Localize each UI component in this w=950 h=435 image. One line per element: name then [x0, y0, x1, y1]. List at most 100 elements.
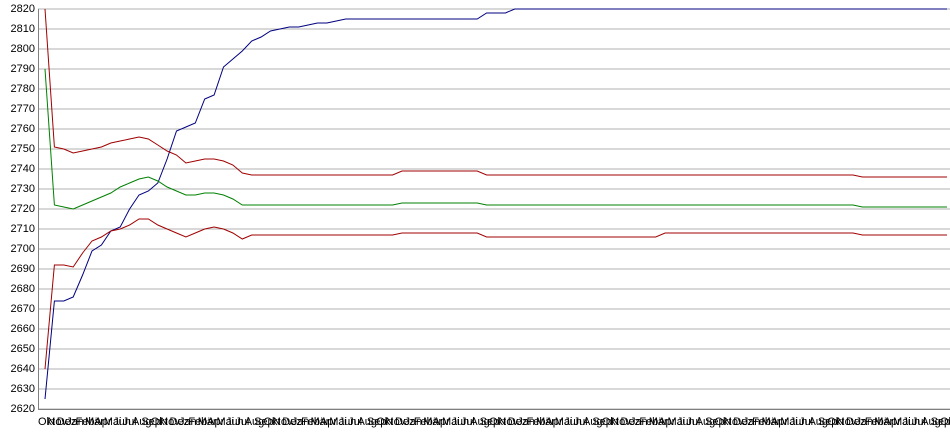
x-tick-label: Okt — [264, 416, 281, 428]
x-tick-label: Aug — [245, 416, 265, 428]
x-tick-label: Mai — [555, 416, 573, 428]
x-tick-label: Dez — [170, 416, 190, 428]
x-tick-label: Apr — [658, 416, 675, 428]
x-tick-label: Dez — [57, 416, 77, 428]
x-tick-label: Mär — [649, 416, 668, 428]
y-tick-label: 2750 — [11, 143, 35, 155]
x-tick-label: Aug — [132, 416, 152, 428]
y-tick-label: 2630 — [11, 383, 35, 395]
x-tick-label: Jan — [517, 416, 535, 428]
x-tick-label: Jan — [66, 416, 84, 428]
x-tick-label: Jul — [912, 416, 926, 428]
y-tick-label: 2640 — [11, 363, 35, 375]
x-tick-label: Sep — [367, 416, 387, 428]
series-line — [44, 68, 947, 210]
series-line — [44, 218, 947, 370]
x-tick-label: Dez — [282, 416, 302, 428]
x-tick-label: Okt — [602, 416, 619, 428]
y-tick-label: 2670 — [11, 303, 35, 315]
x-tick-label: Jul — [348, 416, 362, 428]
x-tick-label: Feb — [865, 416, 884, 428]
x-tick-label: Dez — [733, 416, 753, 428]
x-tick-label: Aug — [921, 416, 941, 428]
x-tick-label: Jun — [226, 416, 244, 428]
x-tick-label: Mär — [310, 416, 329, 428]
x-tick-label: Apr — [94, 416, 111, 428]
x-tick-label: Aug — [470, 416, 490, 428]
x-tick-label: Jan — [743, 416, 761, 428]
x-tick-label: Jun — [790, 416, 808, 428]
x-tick-label: Mär — [761, 416, 780, 428]
y-tick-label: 2650 — [11, 343, 35, 355]
x-tick-label: Mai — [329, 416, 347, 428]
x-tick-label: Jun — [339, 416, 357, 428]
x-tick-label: Okt — [940, 416, 950, 428]
x-tick-label: Aug — [357, 416, 377, 428]
x-tick-label: Jul — [123, 416, 137, 428]
y-tick-label: 2790 — [11, 63, 35, 75]
x-tick-label: Mai — [780, 416, 798, 428]
x-tick-label: Mai — [104, 416, 122, 428]
x-tick-label: Jun — [902, 416, 920, 428]
x-tick-label: Sep — [931, 416, 950, 428]
y-tick-label: 2660 — [11, 323, 35, 335]
x-tick-label: Jul — [799, 416, 813, 428]
x-tick-label: Aug — [583, 416, 603, 428]
x-tick-label: Apr — [207, 416, 224, 428]
x-tick-label: Sep — [592, 416, 612, 428]
x-tick-label: Dez — [395, 416, 415, 428]
x-tick-label: Apr — [433, 416, 450, 428]
y-tick-label: 2710 — [11, 223, 35, 235]
x-tick-label: Feb — [188, 416, 207, 428]
y-tick-label: 2720 — [11, 203, 35, 215]
x-tick-label: Nov — [160, 416, 180, 428]
x-tick-label: Dez — [621, 416, 641, 428]
y-tick-label: 2800 — [11, 43, 35, 55]
x-tick-label: Nov — [498, 416, 518, 428]
x-tick-label: Apr — [545, 416, 562, 428]
x-tick-label: Jul — [235, 416, 249, 428]
x-tick-label: Feb — [639, 416, 658, 428]
x-tick-label: Nov — [724, 416, 744, 428]
x-tick-label: Dez — [508, 416, 528, 428]
x-tick-label: Jan — [179, 416, 197, 428]
x-tick-label: Feb — [527, 416, 546, 428]
y-tick-label: 2820 — [11, 3, 35, 15]
y-tick-label: 2740 — [11, 163, 35, 175]
y-tick-label: 2680 — [11, 283, 35, 295]
x-tick-label: Okt — [151, 416, 168, 428]
x-tick-label: Okt — [489, 416, 506, 428]
series-line — [44, 8, 947, 178]
x-tick-label: Feb — [301, 416, 320, 428]
x-tick-label: Mär — [85, 416, 104, 428]
x-tick-label: Sep — [480, 416, 500, 428]
x-tick-label: Aug — [696, 416, 716, 428]
y-tick-label: 2760 — [11, 123, 35, 135]
x-tick-label: Jan — [404, 416, 422, 428]
x-tick-label: Feb — [752, 416, 771, 428]
y-tick-label: 2770 — [11, 103, 35, 115]
y-tick-label: 2780 — [11, 83, 35, 95]
x-tick-label: Feb — [76, 416, 95, 428]
x-tick-label: Mai — [217, 416, 235, 428]
y-tick-label: 2810 — [11, 23, 35, 35]
x-tick-label: Aug — [808, 416, 828, 428]
y-tick-label: 2690 — [11, 263, 35, 275]
x-tick-label: Jun — [677, 416, 695, 428]
x-tick-label: Mai — [442, 416, 460, 428]
x-tick-label: Jul — [686, 416, 700, 428]
x-tick-label: Jan — [630, 416, 648, 428]
x-tick-label: Okt — [715, 416, 732, 428]
x-tick-label: Okt — [38, 416, 55, 428]
x-tick-label: Dez — [846, 416, 866, 428]
x-tick-label: Mär — [536, 416, 555, 428]
x-tick-label: Apr — [884, 416, 901, 428]
x-tick-label: Nov — [273, 416, 293, 428]
x-tick-label: Jun — [451, 416, 469, 428]
x-tick-label: Jan — [855, 416, 873, 428]
x-tick-label: Okt — [827, 416, 844, 428]
x-tick-label: Sep — [818, 416, 838, 428]
x-tick-label: Sep — [254, 416, 274, 428]
x-tick-label: Mai — [893, 416, 911, 428]
